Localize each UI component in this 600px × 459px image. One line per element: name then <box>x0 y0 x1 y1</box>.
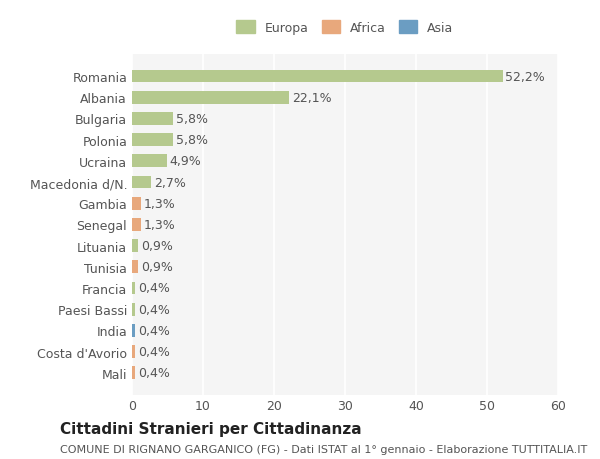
Bar <box>132 134 173 147</box>
Bar <box>132 197 141 210</box>
Bar <box>132 303 135 316</box>
Text: 0,4%: 0,4% <box>137 324 170 337</box>
Bar <box>132 71 503 83</box>
Bar <box>132 113 173 125</box>
Text: 1,3%: 1,3% <box>144 197 176 210</box>
Bar <box>132 176 151 189</box>
Text: 0,4%: 0,4% <box>137 345 170 358</box>
Bar <box>132 218 141 231</box>
Text: 0,9%: 0,9% <box>141 240 173 252</box>
Bar <box>132 325 135 337</box>
Bar <box>132 282 135 295</box>
Bar <box>132 346 135 358</box>
Text: 5,8%: 5,8% <box>176 112 208 126</box>
Bar <box>132 367 135 379</box>
Text: 0,9%: 0,9% <box>141 261 173 274</box>
Text: COMUNE DI RIGNANO GARGANICO (FG) - Dati ISTAT al 1° gennaio - Elaborazione TUTTI: COMUNE DI RIGNANO GARGANICO (FG) - Dati … <box>60 444 587 454</box>
Bar <box>132 240 139 252</box>
Text: 1,3%: 1,3% <box>144 218 176 231</box>
Bar <box>132 92 289 104</box>
Text: 52,2%: 52,2% <box>505 70 545 84</box>
Text: 4,9%: 4,9% <box>170 155 202 168</box>
Text: 0,4%: 0,4% <box>137 303 170 316</box>
Bar <box>132 261 139 274</box>
Legend: Europa, Africa, Asia: Europa, Africa, Asia <box>233 17 457 38</box>
Text: Cittadini Stranieri per Cittadinanza: Cittadini Stranieri per Cittadinanza <box>60 421 362 436</box>
Text: 0,4%: 0,4% <box>137 366 170 380</box>
Text: 2,7%: 2,7% <box>154 176 186 189</box>
Text: 5,8%: 5,8% <box>176 134 208 147</box>
Text: 0,4%: 0,4% <box>137 282 170 295</box>
Text: 22,1%: 22,1% <box>292 91 331 105</box>
Bar <box>132 155 167 168</box>
